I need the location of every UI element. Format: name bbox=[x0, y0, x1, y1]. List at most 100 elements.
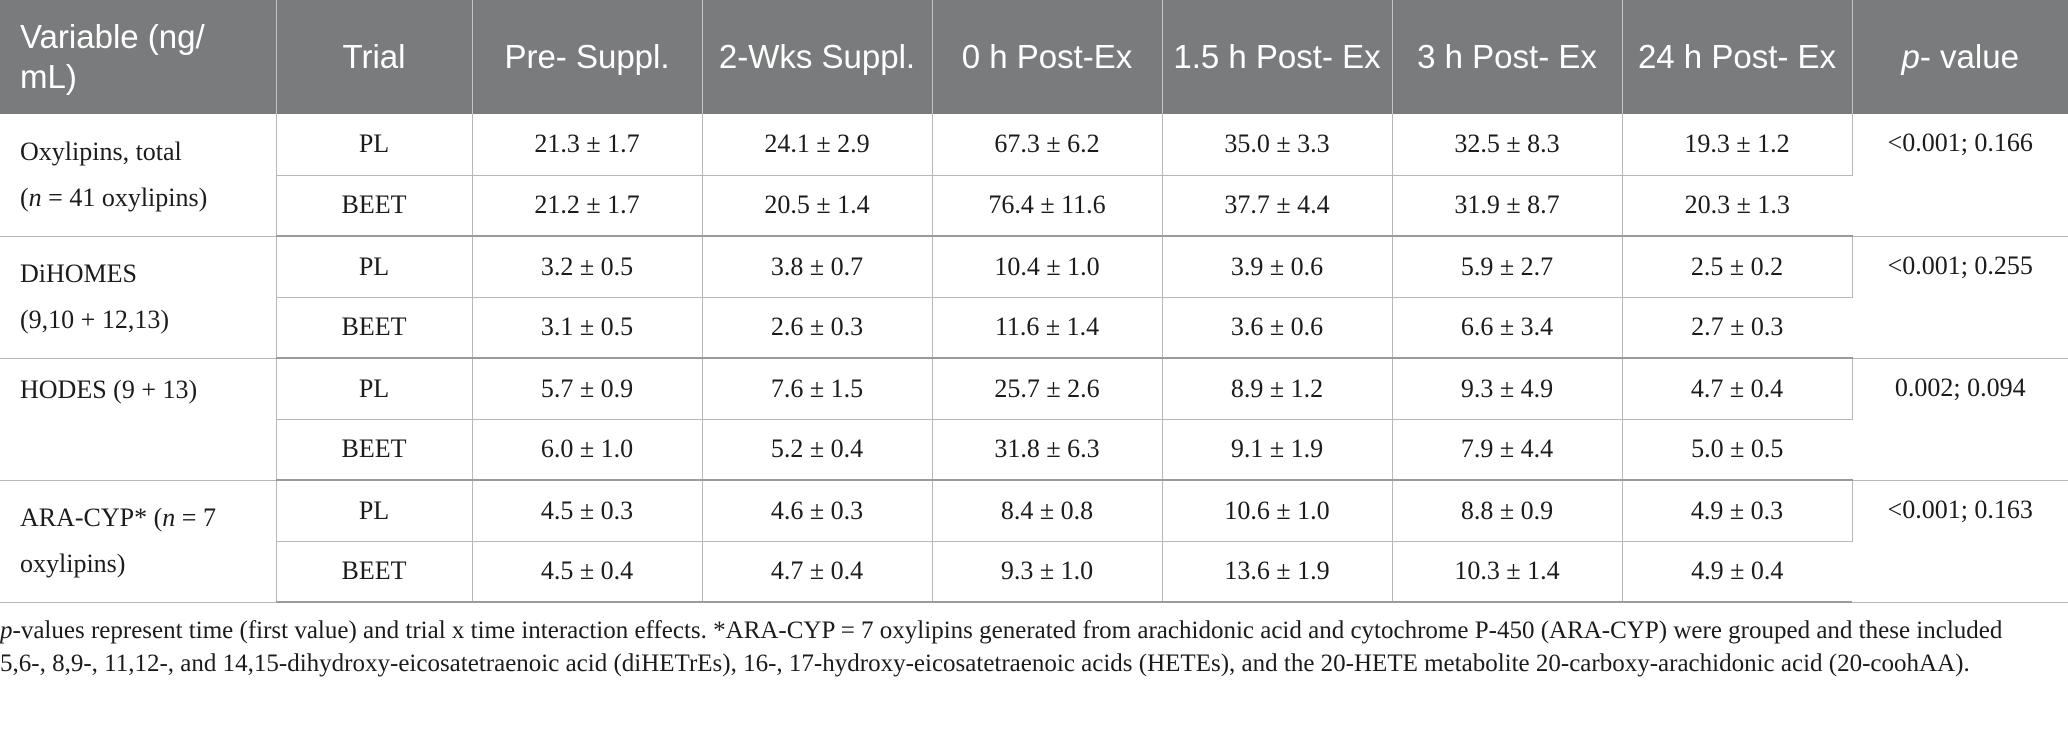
p-value-cell: <0.001; 0.163 bbox=[1852, 480, 2068, 603]
header-0h-post-ex: 0 h Post-Ex bbox=[932, 0, 1163, 114]
value-cell: 5.0 ± 0.5 bbox=[1622, 419, 1852, 481]
table-row: HODES (9 + 13) PL 5.7 ± 0.9 7.6 ± 1.5 25… bbox=[0, 358, 2068, 481]
variable-line: oxylipins) bbox=[20, 549, 126, 578]
variable-cell: ARA-CYP* (n = 7 oxylipins) bbox=[0, 480, 277, 603]
trial-cell: PL bbox=[276, 236, 473, 298]
value-cell: 3.2 ± 0.5 bbox=[472, 236, 703, 298]
value-cell: 24.1 ± 2.9 bbox=[702, 114, 933, 176]
header-pre-suppl: Pre- Suppl. bbox=[472, 0, 703, 114]
footnote-italic-p: p bbox=[0, 617, 13, 644]
value-cell: 10.3 ± 1.4 bbox=[1392, 541, 1623, 603]
value-cell: 4.7 ± 0.4 bbox=[1622, 358, 1853, 420]
variable-text: = 7 bbox=[175, 503, 216, 532]
header-trial: Trial bbox=[276, 0, 473, 114]
value-cell: 11.6 ± 1.4 bbox=[932, 297, 1163, 359]
variable-cell: HODES (9 + 13) bbox=[0, 358, 277, 481]
trial-cell: PL bbox=[276, 114, 473, 176]
variable-text: ARA-CYP* ( bbox=[20, 503, 163, 532]
header-1-5h-post-ex: 1.5 h Post- Ex bbox=[1162, 0, 1393, 114]
variable-cell: DiHOMES (9,10 + 12,13) bbox=[0, 236, 277, 359]
value-cell: 2.6 ± 0.3 bbox=[702, 297, 933, 359]
value-cell: 3.9 ± 0.6 bbox=[1162, 236, 1393, 298]
table-header-row: Variable (ng/ mL) Trial Pre- Suppl. 2-Wk… bbox=[0, 0, 2068, 114]
value-cell: 7.6 ± 1.5 bbox=[702, 358, 933, 420]
table-footnote: p-values represent time (first value) an… bbox=[0, 614, 2050, 680]
header-2wks-suppl: 2-Wks Suppl. bbox=[702, 0, 933, 114]
value-cell: 20.3 ± 1.3 bbox=[1622, 175, 1852, 237]
value-cell: 3.6 ± 0.6 bbox=[1162, 297, 1393, 359]
variable-line: Oxylipins, total bbox=[20, 136, 182, 166]
trial-cell: BEET bbox=[276, 419, 473, 481]
value-cell: 13.6 ± 1.9 bbox=[1162, 541, 1393, 603]
trial-cell: PL bbox=[276, 358, 473, 420]
value-cell: 6.6 ± 3.4 bbox=[1392, 297, 1623, 359]
value-cell: 2.5 ± 0.2 bbox=[1622, 236, 1853, 298]
value-cell: 5.9 ± 2.7 bbox=[1392, 236, 1623, 298]
variable-line: HODES (9 + 13) bbox=[20, 374, 198, 404]
table-row: BEET 6.0 ± 1.0 5.2 ± 0.4 31.8 ± 6.3 9.1 … bbox=[0, 419, 2068, 481]
value-cell: 9.3 ± 1.0 bbox=[932, 541, 1163, 603]
variable-cell: Oxylipins, total (n = 41 oxylipins) bbox=[0, 114, 277, 237]
value-cell: 35.0 ± 3.3 bbox=[1162, 114, 1393, 176]
value-cell: 4.9 ± 0.3 bbox=[1622, 480, 1853, 542]
table-row: BEET 3.1 ± 0.5 2.6 ± 0.3 11.6 ± 1.4 3.6 … bbox=[0, 297, 2068, 359]
value-cell: 6.0 ± 1.0 bbox=[472, 419, 703, 481]
value-cell: 7.9 ± 4.4 bbox=[1392, 419, 1623, 481]
trial-cell: BEET bbox=[276, 175, 473, 237]
value-cell: 25.7 ± 2.6 bbox=[932, 358, 1163, 420]
header-3h-post-ex: 3 h Post- Ex bbox=[1392, 0, 1623, 114]
footnote-text: -values represent time (first value) and… bbox=[0, 617, 2003, 677]
variable-line: DiHOMES bbox=[20, 259, 138, 288]
variable-line: (9,10 + 12,13) bbox=[20, 305, 169, 334]
table-row: BEET 21.2 ± 1.7 20.5 ± 1.4 76.4 ± 11.6 3… bbox=[0, 175, 2068, 237]
variable-italic: n bbox=[162, 503, 176, 532]
value-cell: 9.1 ± 1.9 bbox=[1162, 419, 1393, 481]
value-cell: 32.5 ± 8.3 bbox=[1392, 114, 1623, 176]
trial-cell: BEET bbox=[276, 541, 473, 603]
table-row: Oxylipins, total (n = 41 oxylipins) PL 2… bbox=[0, 114, 2068, 237]
value-cell: 5.7 ± 0.9 bbox=[472, 358, 703, 420]
header-24h-post-ex: 24 h Post- Ex bbox=[1622, 0, 1853, 114]
table-row: DiHOMES (9,10 + 12,13) PL 3.2 ± 0.5 3.8 … bbox=[0, 236, 2068, 359]
trial-cell: PL bbox=[276, 480, 473, 542]
value-cell: 21.3 ± 1.7 bbox=[472, 114, 703, 176]
variable-text: = 41 oxylipins) bbox=[41, 182, 208, 212]
value-cell: 5.2 ± 0.4 bbox=[702, 419, 933, 481]
value-cell: 8.4 ± 0.8 bbox=[932, 480, 1163, 542]
value-cell: 31.8 ± 6.3 bbox=[932, 419, 1163, 481]
value-cell: 20.5 ± 1.4 bbox=[702, 175, 933, 237]
header-p-italic: p bbox=[1901, 38, 1920, 75]
value-cell: 3.8 ± 0.7 bbox=[702, 236, 933, 298]
oxylipins-table: Variable (ng/ mL) Trial Pre- Suppl. 2-Wk… bbox=[0, 0, 2068, 603]
value-cell: 31.9 ± 8.7 bbox=[1392, 175, 1623, 237]
table-row: ARA-CYP* (n = 7 oxylipins) PL 4.5 ± 0.3 … bbox=[0, 480, 2068, 603]
value-cell: 9.3 ± 4.9 bbox=[1392, 358, 1623, 420]
variable-line: ARA-CYP* (n = 7 bbox=[20, 495, 268, 541]
header-p-value-rest: - value bbox=[1919, 38, 2019, 75]
value-cell: 4.6 ± 0.3 bbox=[702, 480, 933, 542]
p-value-cell: <0.001; 0.166 bbox=[1852, 114, 2068, 237]
p-value-cell: 0.002; 0.094 bbox=[1852, 358, 2068, 481]
header-p-value: p- value bbox=[1852, 0, 2068, 114]
table-row: BEET 4.5 ± 0.4 4.7 ± 0.4 9.3 ± 1.0 13.6 … bbox=[0, 541, 2068, 603]
value-cell: 4.7 ± 0.4 bbox=[702, 541, 933, 603]
variable-text: ( bbox=[20, 182, 29, 212]
value-cell: 67.3 ± 6.2 bbox=[932, 114, 1163, 176]
value-cell: 4.9 ± 0.4 bbox=[1622, 541, 1852, 603]
p-value-cell: <0.001; 0.255 bbox=[1852, 236, 2068, 359]
value-cell: 2.7 ± 0.3 bbox=[1622, 297, 1852, 359]
value-cell: 3.1 ± 0.5 bbox=[472, 297, 703, 359]
value-cell: 4.5 ± 0.4 bbox=[472, 541, 703, 603]
value-cell: 10.6 ± 1.0 bbox=[1162, 480, 1393, 542]
trial-cell: BEET bbox=[276, 297, 473, 359]
value-cell: 4.5 ± 0.3 bbox=[472, 480, 703, 542]
value-cell: 8.8 ± 0.9 bbox=[1392, 480, 1623, 542]
value-cell: 76.4 ± 11.6 bbox=[932, 175, 1163, 237]
header-variable: Variable (ng/ mL) bbox=[0, 0, 277, 114]
variable-italic: n bbox=[28, 182, 42, 212]
value-cell: 21.2 ± 1.7 bbox=[472, 175, 703, 237]
value-cell: 37.7 ± 4.4 bbox=[1162, 175, 1393, 237]
value-cell: 8.9 ± 1.2 bbox=[1162, 358, 1393, 420]
value-cell: 19.3 ± 1.2 bbox=[1622, 114, 1853, 176]
